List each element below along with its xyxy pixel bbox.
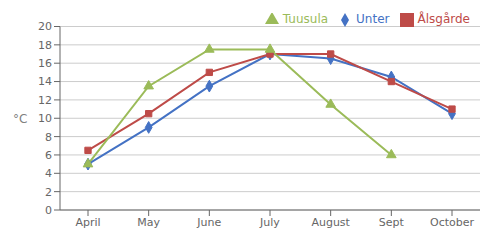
html-text:Unter: Unter: [356, 12, 390, 26]
svg-text:April: April: [75, 216, 100, 229]
svg-text:July: July: [259, 216, 280, 229]
svg-text:4: 4: [45, 167, 52, 180]
svg-text:14: 14: [38, 75, 52, 88]
html-text:Tuusula: Tuusula: [282, 12, 329, 26]
svg-text:16: 16: [38, 57, 52, 70]
html-text:Ålsgårde: Ålsgårde: [417, 12, 470, 26]
svg-text:20: 20: [38, 20, 52, 33]
svg-text:June: June: [196, 216, 221, 229]
svg-text:18: 18: [38, 39, 52, 52]
svg-text:°C: °C: [13, 112, 27, 126]
svg-text:Sept: Sept: [379, 216, 405, 229]
svg-text:2: 2: [45, 186, 52, 199]
svg-text:10: 10: [38, 112, 52, 125]
svg-text:October: October: [430, 216, 474, 229]
svg-text:12: 12: [38, 94, 52, 107]
svg-text:6: 6: [45, 149, 52, 162]
svg-text:August: August: [311, 216, 350, 229]
svg-text:0: 0: [45, 204, 52, 217]
svg-text:8: 8: [45, 131, 52, 144]
svg-text:May: May: [137, 216, 160, 229]
